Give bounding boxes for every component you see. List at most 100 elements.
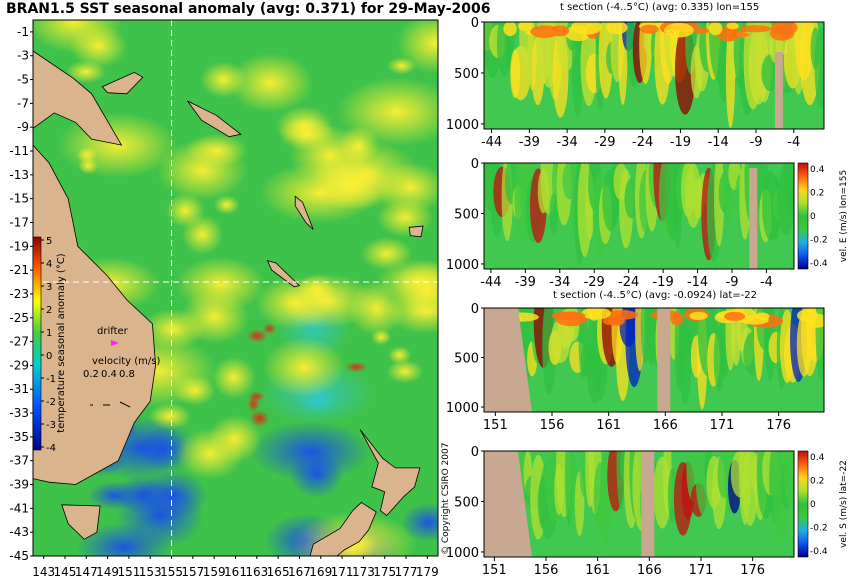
section-feature bbox=[814, 26, 824, 108]
map-lat-label: -15 bbox=[9, 192, 29, 206]
section-x-label: -14 bbox=[708, 135, 729, 150]
land-solomons bbox=[187, 100, 242, 138]
map-lat-label: -3 bbox=[17, 49, 29, 63]
section-panel-2 bbox=[483, 162, 809, 270]
section-land-ridge bbox=[641, 451, 655, 557]
anomaly-blob bbox=[33, 20, 123, 53]
section-frame bbox=[483, 450, 795, 558]
map-lat-label: -5 bbox=[17, 73, 29, 87]
section-x-label: -34 bbox=[549, 275, 570, 290]
anomaly-blob bbox=[213, 195, 240, 215]
velocity-colorbar bbox=[797, 162, 809, 270]
section-depth-label: 0 bbox=[471, 16, 479, 31]
map-lon-label: 173 bbox=[352, 565, 375, 579]
map-lat-label: -17 bbox=[9, 215, 29, 229]
section-x-label: 166 bbox=[637, 563, 662, 578]
velocity-colorbar-tick: 0.4 bbox=[810, 453, 825, 463]
velocity-colorbar-tick: -0.4 bbox=[810, 547, 828, 557]
velocity-arrow bbox=[119, 401, 131, 408]
map-lon-label: 177 bbox=[395, 565, 418, 579]
map-lat-label: -31 bbox=[9, 382, 29, 396]
land-australia bbox=[33, 144, 157, 485]
map-colorbar-tick-label: -2 bbox=[46, 397, 56, 408]
map-lat-label: -29 bbox=[9, 358, 29, 372]
velocity-colorbar-tick: 0.2 bbox=[810, 189, 824, 199]
section-land-coast bbox=[484, 451, 532, 557]
anomaly-blob bbox=[263, 337, 346, 398]
anomaly-blob bbox=[212, 356, 256, 399]
surface-anomaly bbox=[606, 22, 628, 35]
anomaly-blob bbox=[176, 428, 244, 480]
map-lon-label: 175 bbox=[373, 565, 396, 579]
section-land-coast bbox=[484, 308, 532, 412]
land-nz-north bbox=[359, 429, 421, 517]
map-colorbar-tick-label: 0 bbox=[46, 351, 52, 362]
velocity-colorbar bbox=[797, 450, 809, 558]
section-land-ridge bbox=[657, 308, 671, 412]
surface-anomaly bbox=[726, 22, 739, 30]
surface-anomaly bbox=[724, 31, 750, 39]
anomaly-blob bbox=[384, 288, 438, 334]
section-x-label: -24 bbox=[618, 275, 639, 290]
map-lat-label: -37 bbox=[9, 454, 29, 468]
anomaly-blob bbox=[275, 106, 333, 145]
map-lat-label: -27 bbox=[9, 335, 29, 349]
map-lon-label: 151 bbox=[117, 565, 140, 579]
section-x-label: -44 bbox=[481, 135, 502, 150]
section-3-title: t section (-4..5°C) (avg: -0.0924) lat=-… bbox=[553, 290, 758, 301]
map-colorbar-tick-label: -3 bbox=[46, 420, 56, 431]
anomaly-blob bbox=[76, 522, 173, 556]
section-x-label: -39 bbox=[515, 275, 536, 290]
hot-spot bbox=[246, 328, 268, 343]
land-new-britain bbox=[101, 71, 144, 95]
surface-anomaly bbox=[807, 313, 824, 328]
velocity-colorbar-tick: -0.4 bbox=[810, 259, 828, 269]
section-x-label: 171 bbox=[710, 418, 735, 433]
surface-anomaly bbox=[692, 27, 710, 34]
section-depth-label: 0 bbox=[471, 445, 479, 460]
section-frame bbox=[483, 21, 825, 130]
section-depth-label: 500 bbox=[454, 495, 479, 510]
anomaly-blob bbox=[140, 309, 206, 350]
section-depth-label: 500 bbox=[454, 207, 479, 222]
anomaly-blob bbox=[371, 328, 392, 346]
anomaly-blob bbox=[296, 273, 338, 307]
map-lon-label: 167 bbox=[288, 565, 311, 579]
section-x-label: 176 bbox=[740, 563, 765, 578]
anomaly-blob bbox=[166, 193, 205, 228]
drifter-label: drifter bbox=[97, 326, 129, 337]
section-panel-1 bbox=[483, 21, 825, 130]
main-title: BRAN1.5 SST seasonal anomaly (avg: 0.371… bbox=[6, 1, 491, 17]
section-depth-label: 500 bbox=[454, 67, 479, 82]
surface-anomaly bbox=[570, 22, 603, 35]
map-lat-label: -21 bbox=[9, 263, 29, 277]
velocity-colorbar-title: vel. S (m/s) lat=-22 bbox=[839, 460, 849, 548]
surface-anomaly bbox=[587, 308, 601, 321]
map-lat-label: -13 bbox=[9, 168, 29, 182]
section-x-label: -44 bbox=[480, 275, 501, 290]
section-x-label: -4 bbox=[760, 275, 773, 290]
hot-spot bbox=[249, 409, 270, 427]
land-tasmania bbox=[61, 504, 101, 540]
surface-anomaly bbox=[689, 311, 708, 321]
velocity-colorbar-tick: 0 bbox=[810, 212, 816, 222]
velocity-colorbar-tick: 0.2 bbox=[810, 477, 824, 487]
map-colorbar bbox=[32, 236, 42, 451]
section-x-label: 171 bbox=[689, 563, 714, 578]
anomaly-blob bbox=[173, 375, 216, 406]
anomaly-blob bbox=[313, 139, 419, 210]
velocity-colorbar-title: vel. E (m/s) lon=155 bbox=[839, 170, 849, 262]
section-land-mask bbox=[774, 52, 783, 129]
velocity-scale-label: 0.4 bbox=[101, 369, 117, 380]
section-feature bbox=[815, 308, 824, 380]
anomaly-blob bbox=[386, 359, 424, 384]
surface-anomaly bbox=[503, 22, 517, 37]
map-colorbar-title: temperature seasonal anomaly (°C) bbox=[56, 253, 67, 432]
drifter-marker bbox=[111, 340, 119, 346]
map-colorbar-tick-label: 5 bbox=[46, 236, 52, 247]
velocity-scale-label: 0.8 bbox=[119, 369, 135, 380]
surface-anomaly bbox=[771, 22, 798, 36]
anomaly-blob bbox=[78, 156, 99, 175]
axes-labels: -1-3-5-7-9-11-13-15-17-19-21-23-25-27-29… bbox=[9, 16, 849, 579]
map-colorbar-tick-label: 3 bbox=[46, 282, 52, 293]
